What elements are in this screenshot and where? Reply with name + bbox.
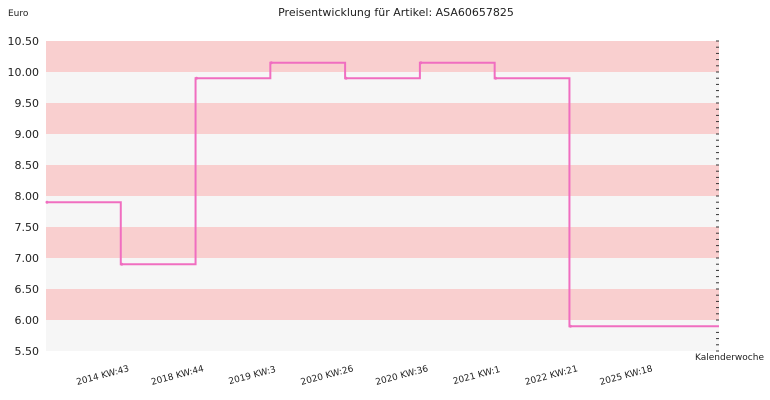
x-tick-label: 2021 KW:1 [452, 365, 501, 387]
x-tick-label: 2019 KW:3 [228, 365, 277, 387]
band-0 [46, 41, 719, 72]
y-tick-label: 7.50 [15, 221, 40, 234]
right-minor-ticks [716, 40, 719, 352]
background-bands [46, 41, 719, 351]
band-5 [46, 196, 719, 227]
y-tick-label: 8.50 [15, 159, 40, 172]
x-tick-label: 2020 KW:26 [300, 364, 355, 388]
x-tick-label: 2020 KW:36 [375, 364, 430, 388]
data-point [45, 200, 49, 204]
y-axis-ticks: 5.50 6.00 6.50 7.00 7.50 8.00 8.50 9.00 9.50 10.0… [8, 35, 40, 358]
y-tick-label: 5.50 [15, 345, 40, 358]
y-axis-label: Euro [8, 9, 29, 19]
x-tick-label: 2014 KW:43 [75, 364, 130, 388]
x-tick-label: 2025 KW:18 [599, 364, 654, 388]
band-2 [46, 103, 719, 134]
band-6 [46, 227, 719, 258]
data-point [195, 76, 199, 80]
x-tick-label: 2022 KW:21 [524, 364, 579, 388]
data-point [344, 76, 348, 80]
y-tick-label: 9.00 [15, 128, 40, 141]
y-tick-label: 6.50 [15, 283, 40, 296]
x-tick-label: 2018 KW:44 [150, 364, 205, 388]
band-8 [46, 289, 719, 320]
band-7 [46, 258, 719, 289]
data-point [419, 61, 423, 65]
band-1 [46, 72, 719, 103]
data-point [568, 324, 572, 328]
y-tick-label: 8.00 [15, 190, 40, 203]
price-series [45, 61, 719, 328]
chart-title: Preisentwicklung für Artikel: ASA6065782… [278, 6, 514, 19]
band-4 [46, 165, 719, 196]
band-9 [46, 320, 719, 351]
data-point [269, 61, 273, 65]
y-tick-label: 10.00 [8, 66, 40, 79]
series-line-0 [46, 61, 719, 328]
y-tick-label: 6.00 [15, 314, 40, 327]
data-point [120, 262, 124, 266]
y-tick-label: 10.50 [8, 35, 40, 48]
x-axis-ticks: 2014 KW:43 2018 KW:44 2019 KW:3 2020 KW:26 2… [75, 364, 654, 388]
x-axis-label: Kalenderwoche [695, 353, 764, 363]
y-tick-label: 7.00 [15, 252, 40, 265]
data-point [494, 76, 498, 80]
y-tick-label: 9.50 [15, 97, 40, 110]
band-3 [46, 134, 719, 165]
